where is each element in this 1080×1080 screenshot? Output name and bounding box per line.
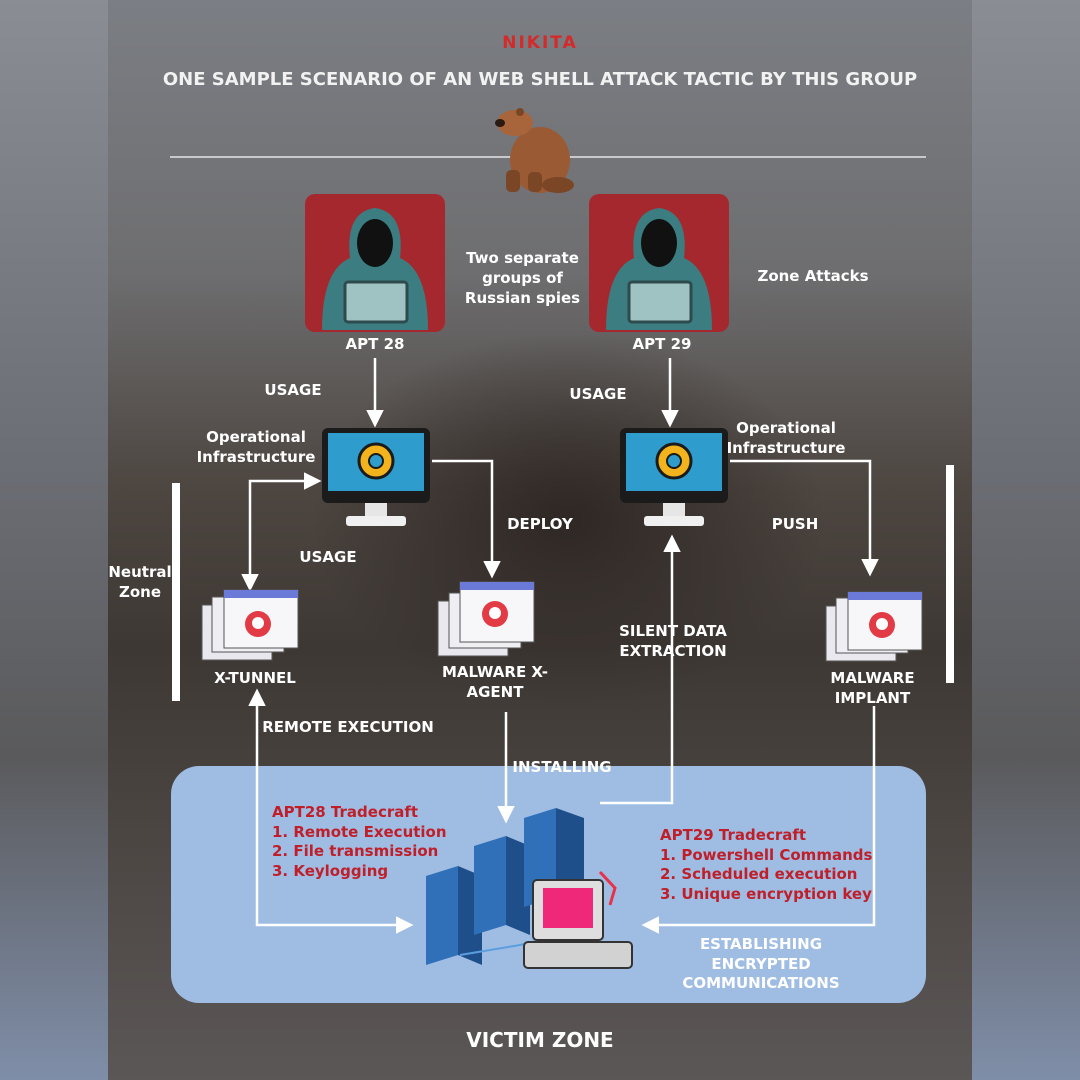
zone-attacks-label: Zone Attacks bbox=[757, 267, 869, 285]
victim-zone-label: VICTIM ZONE bbox=[466, 1028, 614, 1052]
malware-implant-label: MALWARE IMPLANT bbox=[830, 669, 915, 707]
installing-label: INSTALLING bbox=[512, 758, 612, 776]
push-label: PUSH bbox=[771, 515, 819, 533]
apt29-label: APT 29 bbox=[632, 335, 692, 353]
x-tunnel-label: X-TUNNEL bbox=[214, 669, 296, 687]
arrow-push bbox=[730, 459, 879, 577]
remote-execution-label: REMOTE EXECUTION bbox=[262, 718, 434, 736]
malware-windows-icon bbox=[201, 589, 299, 661]
malware-windows-icon bbox=[825, 591, 923, 662]
monitor-gear-icon bbox=[620, 428, 728, 526]
retro-computer-icon bbox=[523, 870, 633, 969]
op-infra-left-label: Operational Infrastructure bbox=[196, 428, 316, 466]
malware-windows-icon bbox=[437, 581, 535, 657]
arrow-silent-extraction bbox=[600, 534, 681, 805]
right-zone-bar bbox=[946, 465, 954, 683]
server-rack-icon bbox=[426, 808, 584, 965]
right-background-strip bbox=[972, 0, 1080, 1080]
silent-data-label: SILENT DATA EXTRACTION bbox=[619, 622, 727, 660]
arrow-deploy bbox=[432, 459, 501, 579]
middle-note: Two separate groups of Russian spies bbox=[464, 249, 581, 307]
neutral-zone-bar bbox=[172, 483, 180, 701]
apt28-tradecraft: APT28 Tradecraft 1. Remote Execution 2. … bbox=[272, 803, 447, 880]
arrow-encrypted-comms bbox=[641, 706, 876, 934]
establishing-label: ESTABLISHING ENCRYPTED COMMUNICATIONS bbox=[682, 935, 840, 992]
arrow-remote-execution bbox=[248, 688, 414, 934]
usage-left-label: USAGE bbox=[264, 381, 322, 399]
apt28-label: APT 28 bbox=[345, 335, 405, 353]
deploy-label: DEPLOY bbox=[507, 515, 573, 533]
left-background-strip bbox=[0, 0, 108, 1080]
brand-name: NIKITA bbox=[502, 33, 578, 53]
neutral-zone-label: Neutral Zone bbox=[108, 563, 172, 601]
arrow-usage-tunnel bbox=[241, 472, 322, 592]
op-infra-right-label: Operational Infrastructure bbox=[726, 419, 846, 457]
usage-mid-label: USAGE bbox=[299, 548, 357, 566]
monitor-gear-icon bbox=[322, 428, 430, 526]
apt29-tradecraft: APT29 Tradecraft 1. Powershell Commands … bbox=[660, 826, 873, 903]
malware-x-agent-label: MALWARE X- AGENT bbox=[442, 663, 548, 701]
page-title: ONE SAMPLE SCENARIO OF AN WEB SHELL ATTA… bbox=[162, 69, 918, 90]
usage-right-label: USAGE bbox=[569, 385, 627, 403]
